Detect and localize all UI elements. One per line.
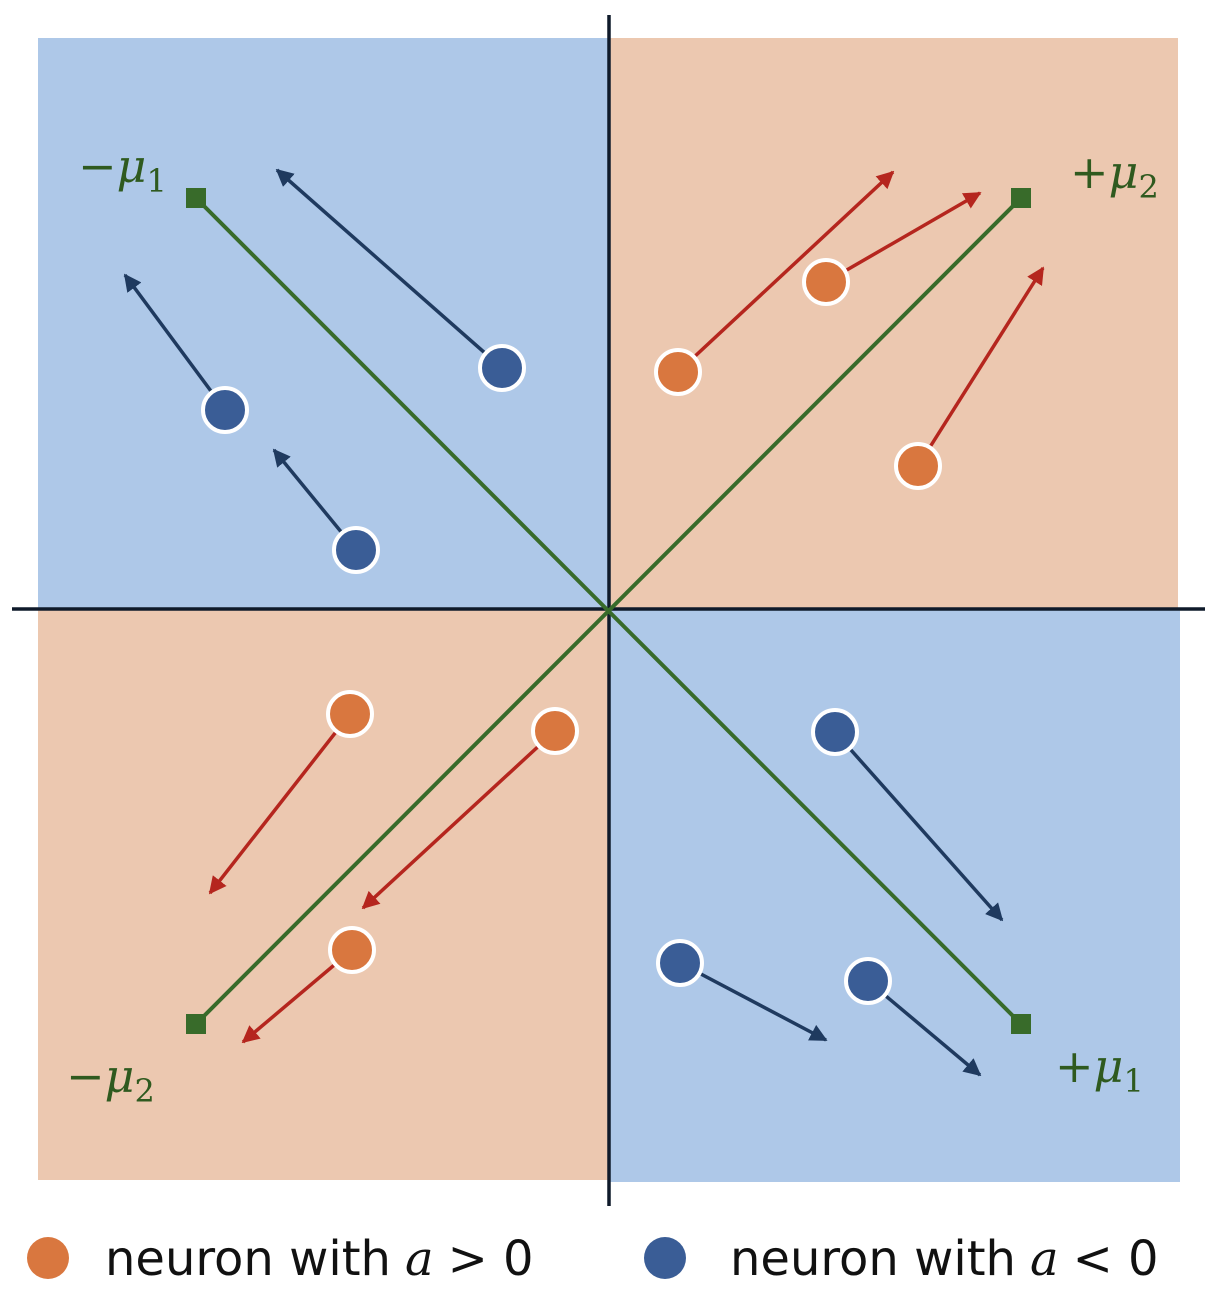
neuron bbox=[201, 386, 249, 434]
symbol: μ bbox=[1109, 145, 1139, 199]
neuron bbox=[328, 926, 376, 974]
arrow bbox=[123, 273, 227, 412]
arrow bbox=[275, 168, 504, 370]
legend-swatch bbox=[644, 1237, 686, 1279]
neuron bbox=[802, 258, 850, 306]
sign: + bbox=[1070, 145, 1109, 199]
anchor bbox=[186, 188, 206, 208]
index: 1 bbox=[1123, 1062, 1143, 1100]
symbol: μ bbox=[117, 139, 147, 193]
arrow bbox=[916, 266, 1045, 467]
label: +μ1 bbox=[1055, 1039, 1144, 1100]
neurons bbox=[201, 258, 942, 1005]
sign: − bbox=[78, 139, 117, 193]
legend-relation: > 0 bbox=[448, 1231, 534, 1287]
label: −μ1 bbox=[78, 139, 167, 200]
anchor bbox=[1011, 1014, 1031, 1034]
sign: − bbox=[66, 1049, 105, 1103]
arrow bbox=[208, 712, 352, 895]
arrow bbox=[833, 730, 1004, 922]
neuron bbox=[844, 957, 892, 1005]
legend-relation: < 0 bbox=[1073, 1231, 1159, 1287]
sign: + bbox=[1055, 1039, 1094, 1093]
neuron bbox=[894, 442, 942, 490]
neuron bbox=[811, 708, 859, 756]
neuron bbox=[332, 526, 380, 574]
arrow bbox=[825, 191, 982, 284]
legend-variable: a bbox=[405, 1231, 434, 1287]
legend-variable: a bbox=[1030, 1231, 1059, 1287]
neuron bbox=[478, 344, 526, 392]
arrow bbox=[361, 729, 557, 910]
neuron bbox=[654, 348, 702, 396]
anchor bbox=[186, 1014, 206, 1034]
arrow bbox=[676, 170, 895, 374]
direction-line bbox=[194, 196, 1023, 1026]
neuron bbox=[531, 707, 579, 755]
legend-label: neuron with bbox=[105, 1231, 391, 1287]
arrows bbox=[123, 168, 1045, 1077]
legend-label: neuron with bbox=[730, 1231, 1016, 1287]
legend-text: neuron with a > 0 bbox=[105, 1231, 534, 1287]
anchor bbox=[1011, 188, 1031, 208]
symbol: μ bbox=[1094, 1039, 1124, 1093]
index: 2 bbox=[134, 1072, 154, 1110]
legend-swatch bbox=[27, 1237, 69, 1279]
arrow bbox=[679, 961, 828, 1042]
index: 1 bbox=[146, 162, 166, 200]
arrow bbox=[866, 979, 982, 1077]
index: 2 bbox=[1138, 168, 1158, 206]
label: +μ2 bbox=[1070, 145, 1159, 206]
legend-text: neuron with a < 0 bbox=[730, 1231, 1159, 1287]
neuron bbox=[656, 939, 704, 987]
symbol: μ bbox=[105, 1049, 135, 1103]
label: −μ2 bbox=[66, 1049, 155, 1110]
neuron bbox=[326, 690, 374, 738]
